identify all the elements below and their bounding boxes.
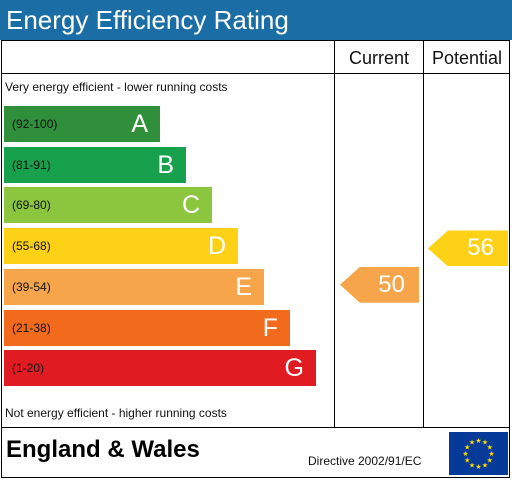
band-g: (1-20) G: [4, 350, 316, 387]
eu-star-icon: ★: [475, 463, 481, 471]
band-range: (55-68): [12, 239, 51, 254]
region-label: England & Wales: [6, 436, 200, 463]
eu-star-icon: ★: [464, 457, 470, 465]
band-range: (81-91): [12, 157, 51, 172]
top-note: Very energy efficient - lower running co…: [5, 80, 228, 94]
band-range: (69-80): [12, 198, 51, 213]
column-divider: [423, 40, 424, 428]
eu-star-icon: ★: [469, 439, 475, 447]
footer-divider: [1, 427, 510, 428]
band-e: (39-54) E: [4, 268, 264, 305]
eu-star-icon: ★: [464, 444, 470, 452]
band-letter: G: [284, 354, 304, 383]
band-a: (92-100) A: [4, 106, 160, 142]
band-range: (1-20): [12, 361, 45, 376]
potential-rating-arrow: 56: [428, 230, 508, 267]
eu-star-icon: ★: [482, 439, 488, 447]
eu-star-icon: ★: [462, 450, 468, 458]
band-letter: C: [181, 191, 200, 220]
band-c: (69-80) C: [4, 187, 212, 224]
band-range: (92-100): [12, 117, 58, 131]
band-letter: E: [235, 272, 252, 301]
header-divider: [1, 73, 510, 74]
column-divider: [334, 40, 335, 428]
band-letter: D: [207, 232, 226, 261]
current-column-header: Current: [348, 48, 410, 68]
bottom-note: Not energy efficient - higher running co…: [5, 406, 227, 420]
eu-star-icon: ★: [487, 444, 493, 452]
rating-table: [1, 40, 510, 478]
band-range: (21-38): [12, 320, 51, 335]
band-letter: F: [262, 313, 278, 342]
band-b: (81-91) B: [4, 146, 186, 183]
band-f: (21-38) F: [4, 309, 290, 346]
eu-star-icon: ★: [475, 437, 481, 445]
eu-star-icon: ★: [469, 461, 475, 469]
page-title: Energy Efficiency Rating: [0, 0, 512, 40]
directive-label: Directive 2002/91/EC: [308, 454, 422, 468]
band-range: (39-54): [12, 279, 51, 294]
potential-column-header: Potential: [431, 48, 503, 68]
band-letter: B: [157, 150, 174, 179]
band-letter: A: [131, 110, 148, 138]
eu-star-icon: ★: [488, 450, 494, 458]
eu-star-icon: ★: [482, 461, 488, 469]
band-d: (55-68) D: [4, 228, 238, 265]
eu-flag-icon: ★ ★ ★ ★ ★ ★ ★ ★ ★ ★ ★ ★: [449, 432, 508, 475]
eu-star-icon: ★: [487, 457, 493, 465]
